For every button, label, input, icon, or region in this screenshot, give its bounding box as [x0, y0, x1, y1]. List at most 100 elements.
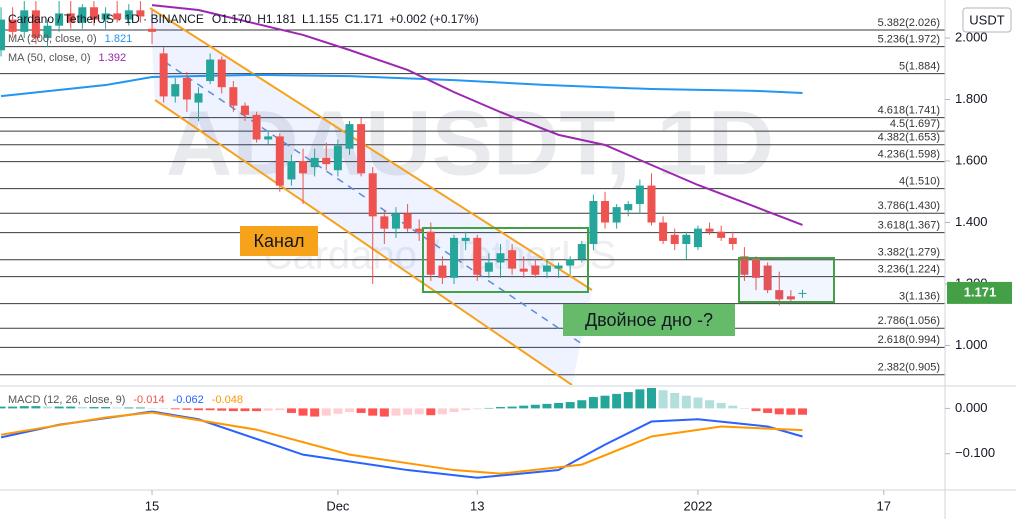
candle-body	[426, 231, 435, 275]
candle-body	[775, 290, 784, 300]
histogram-bar	[635, 389, 645, 409]
legend: Cardano / TetherUS · 1D · BINANCE O1.170…	[8, 12, 479, 406]
histogram-bar	[147, 407, 157, 409]
histogram-bar	[565, 402, 575, 409]
candle-body	[484, 262, 493, 272]
histogram-bar	[763, 408, 773, 413]
histogram-bar	[519, 405, 529, 409]
histogram-bar	[670, 392, 680, 409]
candle-body	[461, 237, 470, 241]
x-tick-label: 15	[145, 498, 159, 513]
candle-body	[496, 253, 505, 263]
y-tick-label: 1.600	[955, 152, 988, 167]
histogram-bar	[681, 395, 691, 409]
ohlc-value: O1.170	[212, 12, 252, 26]
candle-body	[240, 105, 249, 115]
fib-label: 2.382(0.905)	[878, 362, 940, 374]
candle-body	[182, 77, 191, 100]
pattern-boxes: Канал Двойное дно -?	[240, 226, 835, 336]
legend-entry: MA (50, close, 0)	[8, 52, 91, 64]
macd-legend-value: -0.062	[173, 394, 204, 406]
histogram-bar	[554, 402, 564, 409]
candle-body	[159, 53, 168, 97]
histogram-bar	[182, 408, 192, 410]
candle-body	[136, 10, 145, 17]
candle-body	[299, 160, 308, 174]
histogram-bar	[112, 407, 122, 409]
histogram-bar	[577, 400, 587, 409]
candle-body	[438, 265, 447, 278]
histogram-bar	[286, 408, 296, 413]
fib-label: 4.382(1.653)	[878, 132, 940, 144]
annotation-box	[563, 304, 735, 336]
histogram-bar	[217, 408, 227, 411]
y-tick-label: 1.800	[955, 91, 988, 106]
candle-body	[55, 13, 64, 26]
x-tick-label: 13	[470, 498, 484, 513]
candle-body	[670, 234, 679, 245]
histogram-bar	[43, 406, 53, 409]
moving-average	[0, 73, 803, 98]
fib-label: 5.382(2.026)	[878, 17, 940, 29]
histogram-bar	[461, 408, 471, 411]
candle-body	[659, 222, 668, 241]
fib-label: 5(1.884)	[899, 61, 940, 73]
signal-line	[0, 411, 803, 475]
candle-body	[124, 10, 133, 20]
histogram-bar	[275, 408, 285, 411]
histogram-bar	[472, 408, 482, 410]
histogram-bar	[194, 408, 204, 411]
candle-body	[380, 216, 389, 229]
currency-button[interactable]	[962, 7, 1012, 33]
histogram-bar	[728, 405, 738, 409]
candle-body	[20, 10, 29, 32]
histogram-bar	[542, 403, 552, 409]
ohlc-value: H1.181	[257, 12, 296, 26]
candle-body	[612, 207, 621, 223]
channel-lower	[154, 99, 573, 385]
ohlc-value: +0.002 (+0.17%)	[389, 12, 478, 26]
y-tick-label: 2.000	[955, 29, 988, 44]
candle-body	[624, 204, 633, 211]
candle-body	[310, 157, 319, 168]
candle-body	[415, 228, 424, 232]
symbol-title: Cardano / TetherUS · 1D · BINANCE	[8, 12, 204, 26]
x-tick-label: 2022	[683, 498, 712, 513]
histogram-bar	[0, 406, 6, 409]
currency[interactable]: USDT	[969, 12, 1004, 27]
histogram-bar	[414, 408, 424, 415]
candle-body	[101, 13, 110, 20]
histogram-bar	[77, 407, 87, 409]
histogram-bar	[321, 408, 331, 416]
histogram-bar	[426, 408, 436, 416]
candle-body	[566, 259, 575, 266]
candle-body	[66, 13, 75, 23]
fib-label: 3.786(1.430)	[878, 200, 940, 212]
candle-body	[357, 124, 366, 174]
histogram-bar	[66, 406, 76, 409]
histogram-bar	[228, 408, 238, 412]
axes: 1.0001.2001.4001.6001.8002.00015Dec13202…	[145, 29, 1012, 513]
histogram-bar	[774, 408, 784, 415]
candle-body	[89, 7, 98, 20]
candle-body	[252, 114, 261, 140]
candle-body	[322, 157, 331, 165]
candle-body	[43, 25, 52, 39]
candle-body	[508, 250, 517, 269]
candle-body	[368, 173, 377, 217]
candle-body	[589, 200, 598, 245]
candle-body	[206, 59, 215, 82]
moving-averages	[0, 4, 803, 226]
fib-label: 5.236(1.972)	[878, 34, 940, 46]
macd-title: MACD (12, 26, close, 9)	[8, 394, 125, 406]
range-box	[738, 257, 835, 303]
histogram-bar	[484, 407, 494, 409]
candle-body	[113, 13, 122, 20]
candle-body	[601, 200, 610, 223]
candle-body	[473, 237, 482, 275]
candle-body	[148, 28, 157, 32]
legend-value: 1.392	[99, 52, 127, 64]
candle-body	[752, 259, 761, 278]
candle-body	[554, 265, 563, 269]
legend-entry: MA (200, close, 0)	[8, 33, 97, 45]
